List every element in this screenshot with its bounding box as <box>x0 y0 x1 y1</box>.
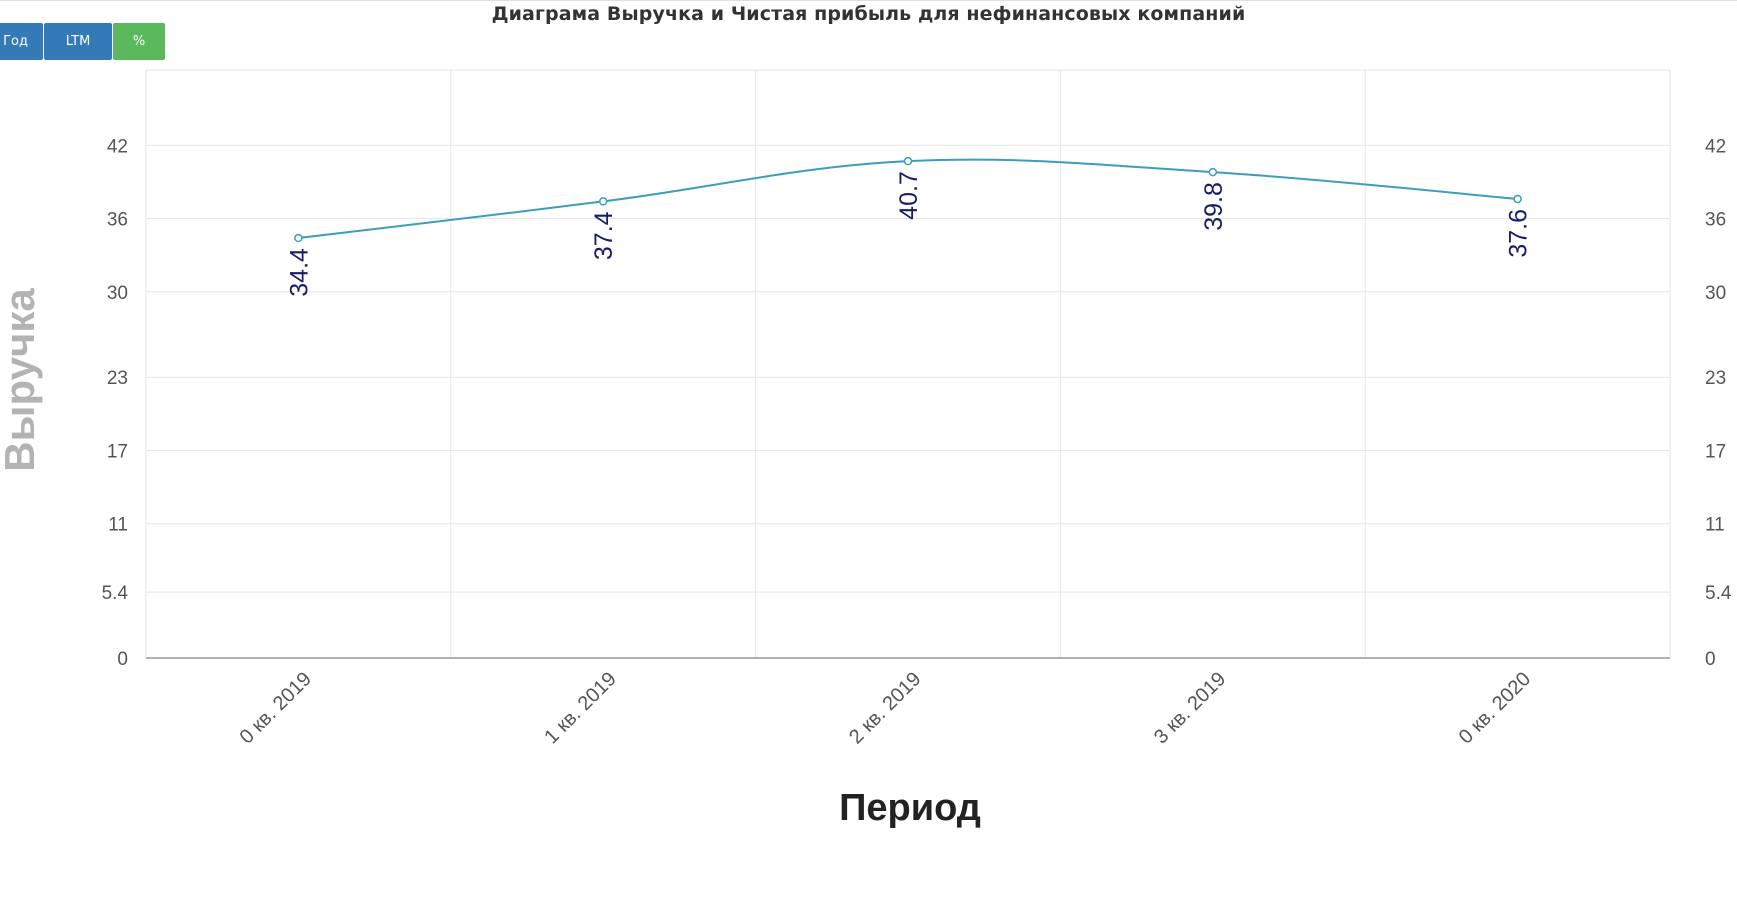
x-tick-label: 1 кв. 2019 <box>540 668 620 748</box>
y-right-tick-label: 17 <box>1705 441 1726 462</box>
data-label: 40.7 <box>895 171 923 220</box>
y-tick-label: 0 <box>117 649 128 670</box>
y-right-tick-label: 30 <box>1705 283 1726 304</box>
year-button[interactable]: Год <box>0 23 43 60</box>
y-axis-title: Выручка <box>0 288 43 472</box>
data-point <box>1208 167 1218 177</box>
y-right-tick-label: 5.4 <box>1705 583 1732 604</box>
y-right-tick-label: 36 <box>1705 210 1726 231</box>
period-toggle-group: Год LTM % <box>0 23 165 60</box>
y-right-tick-label: 42 <box>1705 136 1726 157</box>
data-point <box>903 156 913 166</box>
x-tick-label: 3 кв. 2019 <box>1150 668 1230 748</box>
top-divider <box>0 0 1737 1</box>
data-label: 39.8 <box>1200 182 1228 231</box>
y-tick-label: 5.4 <box>102 583 129 604</box>
y-right-tick-label: 11 <box>1705 515 1725 536</box>
data-label: 37.6 <box>1505 209 1533 258</box>
x-tick-label: 0 кв. 2019 <box>236 668 316 748</box>
y-right-tick-label: 23 <box>1705 368 1726 389</box>
x-tick-label: 0 кв. 2020 <box>1455 668 1535 748</box>
percent-button[interactable]: % <box>113 23 165 60</box>
y-tick-label: 42 <box>107 136 128 157</box>
x-axis-title: Период <box>839 787 981 829</box>
data-label: 34.4 <box>285 248 313 297</box>
chart-title: Диаграма Выручка и Чистая прибыль для не… <box>491 3 1246 25</box>
data-point <box>294 233 303 243</box>
x-tick-label: 2 кв. 2019 <box>845 668 925 748</box>
y-right-tick-label: 0 <box>1705 649 1716 670</box>
data-label: 37.4 <box>590 211 618 260</box>
y-tick-label: 36 <box>107 210 128 231</box>
y-tick-label: 30 <box>107 283 128 304</box>
y-tick-label: 11 <box>108 515 128 536</box>
data-point <box>1513 194 1522 204</box>
y-tick-label: 17 <box>107 441 128 462</box>
data-point <box>598 197 608 206</box>
y-tick-label: 23 <box>107 368 128 389</box>
ltm-button[interactable]: LTM <box>44 23 112 60</box>
